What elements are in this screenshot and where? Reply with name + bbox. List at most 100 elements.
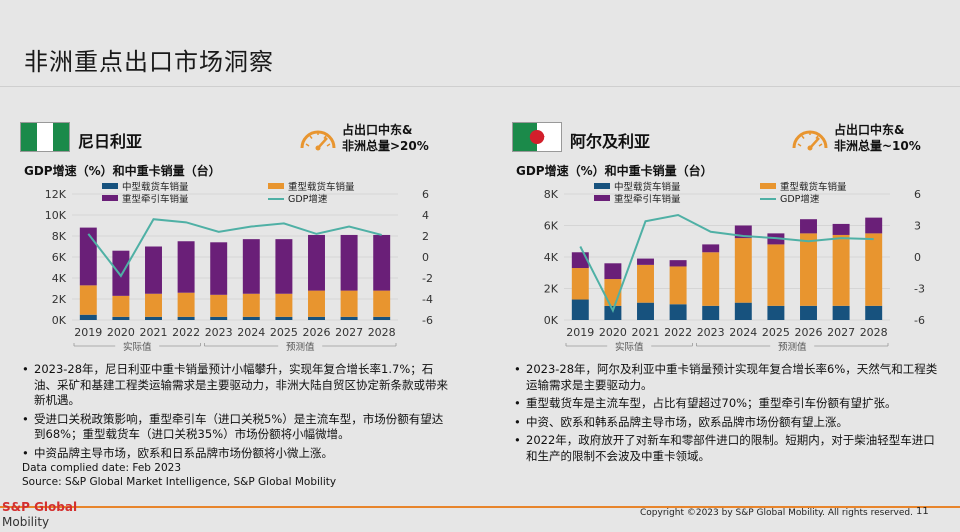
- bar-segment: [177, 292, 195, 317]
- y2-tick-label: 3: [914, 220, 921, 233]
- bullet-item: 受进口关税政策影响，重型牵引车（进口关税5%）是主流车型，市场份额有望达到68%…: [20, 412, 448, 443]
- legend-label: 中型载货车销量: [614, 181, 681, 193]
- chart-title: GDP增速（%）和中重卡销量（台）: [516, 164, 713, 178]
- algeria-flag-icon: [512, 122, 562, 152]
- bar-segment: [637, 258, 654, 265]
- bar-segment: [800, 219, 817, 234]
- bar-segment: [308, 290, 325, 317]
- y-tick-label: 0K: [52, 314, 67, 327]
- share-line-1: 占出口中东&: [834, 123, 905, 137]
- y2-tick-label: 6: [422, 188, 429, 201]
- country-name: 阿尔及利亚: [570, 132, 651, 151]
- x-tick-label: 2020: [107, 326, 135, 339]
- bullet-item: 中资品牌主导市场，欧系和日系品牌市场份额将小微上涨。: [20, 446, 448, 462]
- legend-label: 中型载货车销量: [122, 181, 189, 193]
- bar-segment: [177, 316, 195, 320]
- gauge-icon: [300, 130, 336, 151]
- bar-segment: [702, 252, 720, 306]
- legend-label: 重型牵引车销量: [614, 193, 681, 205]
- x-tick-label: 2023: [205, 326, 233, 339]
- bar-segment: [604, 263, 622, 280]
- bar-segment: [832, 234, 850, 306]
- x-tick-label: 2024: [237, 326, 265, 339]
- bar-segment: [571, 268, 589, 300]
- copyright: Copyright ©2023 by S&P Global Mobility. …: [640, 508, 913, 518]
- bar-segment: [669, 304, 687, 320]
- bullet-item: 中资、欧系和韩系品牌主导市场，欧系品牌市场份额有望上涨。: [512, 415, 940, 431]
- y2-tick-label: -6: [422, 314, 433, 327]
- bar-segment: [340, 316, 358, 320]
- bar-segment: [242, 239, 260, 294]
- gdp-line: [87, 218, 382, 278]
- bar-segment: [210, 242, 228, 295]
- bar-segment: [242, 293, 260, 317]
- bar-segment: [571, 299, 589, 320]
- x-tick-label: 2023: [697, 326, 725, 339]
- legend-label: 重型牵引车销量: [122, 193, 189, 205]
- x-tick-label: 2027: [827, 326, 855, 339]
- bar-segment: [669, 266, 687, 305]
- algeria-panel: 阿尔及利亚 占出口中东& 非洲总量~10% GDP增速（%）和中重卡销量（台） …: [512, 118, 940, 463]
- x-tick-label: 2024: [729, 326, 757, 339]
- y-tick-label: 4K: [544, 251, 559, 264]
- legend-swatch: [102, 183, 118, 189]
- y2-tick-label: 6: [914, 188, 921, 201]
- bar-segment: [865, 233, 883, 306]
- y-tick-label: 0K: [544, 314, 559, 327]
- y-tick-label: 8K: [544, 188, 559, 201]
- bullet-item: 2022年，政府放开了对新车和零部件进口的限制。短期内，对于柴油轻型车进口和生产…: [512, 433, 940, 464]
- bar-segment: [734, 238, 752, 303]
- bar-segment: [340, 234, 358, 291]
- x-tick-label: 2025: [270, 326, 298, 339]
- bar-segment: [112, 295, 130, 317]
- bar-segment: [177, 241, 195, 293]
- x-tick-label: 2028: [860, 326, 888, 339]
- y2-tick-label: -2: [422, 272, 433, 285]
- footer-divider: [0, 506, 960, 508]
- bar-segment: [702, 305, 720, 320]
- x-tick-label: 2026: [795, 326, 823, 339]
- bar-segment: [637, 264, 654, 303]
- bar-segment: [767, 244, 785, 306]
- y-tick-label: 10K: [45, 209, 67, 222]
- x-tick-label: 2020: [599, 326, 627, 339]
- y-tick-label: 12K: [45, 188, 67, 201]
- bar-segment: [275, 239, 293, 294]
- bar-segment: [79, 285, 97, 315]
- bar-segment: [604, 305, 622, 320]
- bar-segment: [340, 290, 358, 317]
- legend-swatch: [268, 183, 284, 189]
- market-share-note: 占出口中东& 非洲总量~10%: [834, 122, 921, 154]
- nigeria-bullets: 2023-28年，尼日利亚中重卡销量预计小幅攀升，实现年复合增长率1.7%；石油…: [20, 362, 448, 464]
- bar-segment: [79, 314, 97, 320]
- market-share-note: 占出口中东& 非洲总量>20%: [342, 122, 429, 154]
- chart-title: GDP增速（%）和中重卡销量（台）: [24, 164, 221, 178]
- bar-segment: [112, 250, 130, 296]
- bar-segment: [800, 305, 817, 320]
- share-line-1: 占出口中东&: [342, 123, 413, 137]
- bar-segment: [373, 316, 391, 320]
- y-tick-label: 2K: [52, 293, 67, 306]
- bar-segment: [145, 246, 162, 294]
- legend-label: GDP增速: [780, 193, 820, 205]
- nigeria-panel: 尼日利亚 占出口中东& 非洲总量>20% GDP增速（%）和中重卡销量（台） 中…: [20, 118, 448, 461]
- logo-bottom: Mobility: [2, 515, 50, 529]
- bullet-item: 2023-28年，阿尔及利亚中重卡销量预计实现年复合增长率6%，天然气和工程类运…: [512, 362, 940, 393]
- bar-segment: [145, 316, 162, 320]
- legend-swatch: [760, 183, 776, 189]
- gdp-line: [579, 213, 874, 314]
- y-tick-label: 2K: [544, 283, 559, 296]
- x-tick-label: 2025: [762, 326, 790, 339]
- bar-segment: [637, 302, 654, 320]
- data-date-note: Data complied date: Feb 2023: [22, 462, 181, 474]
- gauge-icon: [792, 130, 828, 151]
- share-line-2: 非洲总量~10%: [834, 139, 921, 153]
- legend-label: 重型载货车销量: [780, 181, 847, 193]
- bar-segment: [112, 316, 130, 320]
- actual-bracket-label: 实际值: [615, 341, 644, 353]
- bullet-item: 2023-28年，尼日利亚中重卡销量预计小幅攀升，实现年复合增长率1.7%；石油…: [20, 362, 448, 409]
- bullet-item: 重型载货车是主流车型，占比有望超过70%；重型牵引车份额有望扩张。: [512, 396, 940, 412]
- nigeria-header: 尼日利亚 占出口中东& 非洲总量>20%: [20, 118, 448, 156]
- bar-segment: [800, 233, 817, 306]
